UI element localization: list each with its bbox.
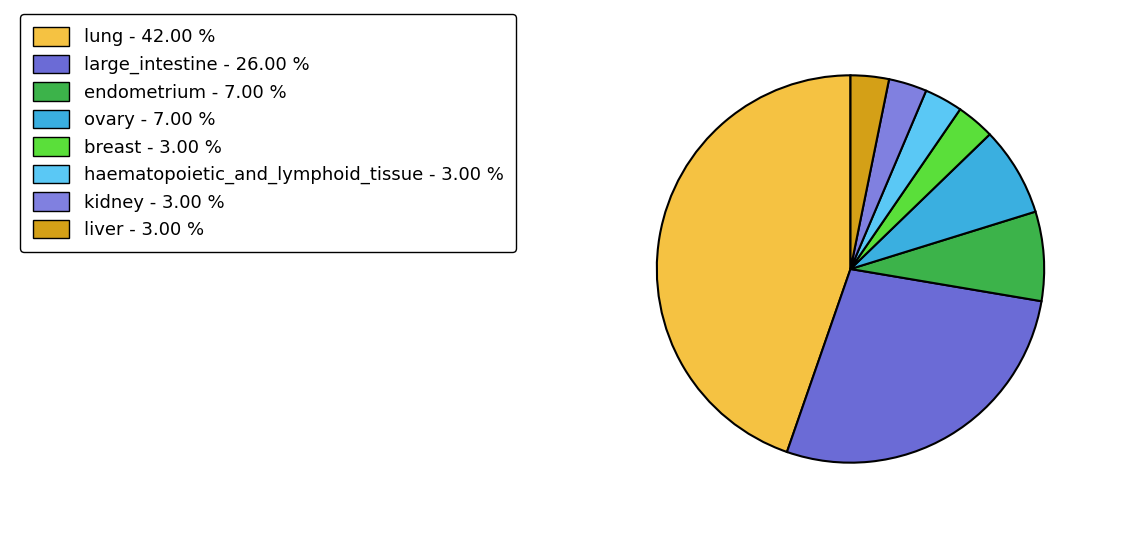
Wedge shape bbox=[850, 109, 990, 269]
Wedge shape bbox=[850, 134, 1035, 269]
Wedge shape bbox=[657, 75, 850, 452]
Legend: lung - 42.00 %, large_intestine - 26.00 %, endometrium - 7.00 %, ovary - 7.00 %,: lung - 42.00 %, large_intestine - 26.00 … bbox=[20, 15, 516, 252]
Wedge shape bbox=[850, 75, 889, 269]
Wedge shape bbox=[850, 211, 1044, 301]
Wedge shape bbox=[787, 269, 1041, 463]
Wedge shape bbox=[850, 79, 926, 269]
Wedge shape bbox=[850, 91, 960, 269]
